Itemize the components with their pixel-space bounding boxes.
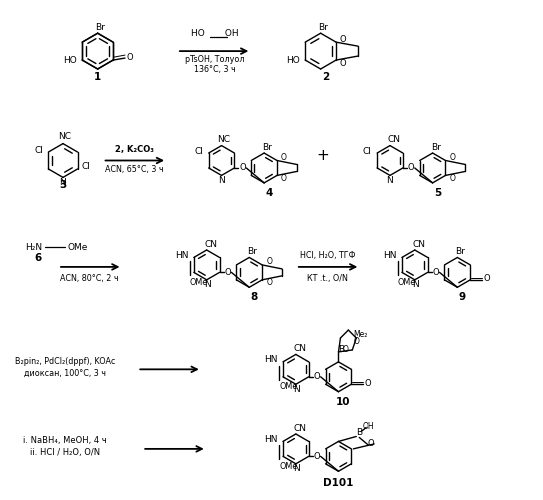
Text: OMe: OMe: [279, 462, 297, 471]
Text: OMe: OMe: [279, 382, 297, 391]
Text: ACN, 65°C, 3 ч: ACN, 65°C, 3 ч: [105, 165, 163, 174]
Text: O: O: [281, 153, 287, 162]
Text: N: N: [293, 384, 300, 394]
Text: N: N: [218, 176, 225, 185]
Text: N: N: [293, 464, 300, 473]
Text: OH: OH: [362, 422, 374, 431]
Text: CN: CN: [204, 240, 217, 248]
Text: HN: HN: [264, 435, 278, 444]
Text: N: N: [204, 280, 211, 289]
Text: O: O: [239, 164, 245, 172]
Text: D101: D101: [323, 478, 353, 488]
Text: H₂N: H₂N: [24, 242, 42, 252]
Text: HO       OH: HO OH: [191, 28, 238, 38]
Text: O: O: [313, 372, 320, 382]
Text: Br: Br: [247, 247, 257, 256]
Text: O: O: [340, 34, 346, 43]
Text: 2, K₂CO₃: 2, K₂CO₃: [115, 145, 154, 154]
Text: B: B: [338, 346, 344, 354]
Text: 5: 5: [434, 188, 441, 198]
Text: 6: 6: [35, 253, 42, 263]
Text: Cl: Cl: [81, 162, 90, 172]
Text: Me₂: Me₂: [353, 330, 368, 338]
Text: O: O: [127, 52, 133, 62]
Text: ACN, 80°C, 2 ч: ACN, 80°C, 2 ч: [60, 274, 119, 283]
Text: pTsOH, Толуол: pTsOH, Толуол: [185, 54, 244, 64]
Text: 1: 1: [94, 72, 102, 82]
Text: N: N: [387, 176, 393, 185]
Text: O: O: [340, 58, 346, 68]
Text: OMe: OMe: [398, 278, 416, 287]
Text: O: O: [224, 268, 231, 277]
Text: O: O: [432, 268, 439, 277]
Text: HO: HO: [286, 56, 300, 64]
Text: Cl: Cl: [363, 146, 371, 156]
Text: 136°C, 3 ч: 136°C, 3 ч: [194, 64, 236, 74]
Text: O: O: [313, 452, 320, 461]
Text: O: O: [266, 258, 272, 266]
Text: O: O: [365, 379, 371, 388]
Text: КТ .t., O/N: КТ .t., O/N: [307, 274, 348, 283]
Text: O: O: [368, 440, 375, 448]
Text: O: O: [450, 153, 456, 162]
Text: CN: CN: [293, 424, 306, 432]
Text: O: O: [353, 338, 359, 346]
Text: OMe: OMe: [68, 242, 89, 252]
Text: +: +: [316, 148, 329, 163]
Text: Br: Br: [456, 247, 465, 256]
Text: HN: HN: [383, 251, 397, 260]
Text: O: O: [450, 174, 456, 183]
Text: NC: NC: [59, 132, 72, 141]
Text: OMe: OMe: [190, 278, 208, 287]
Text: N: N: [60, 178, 66, 187]
Text: HO: HO: [64, 56, 77, 64]
Text: Cl: Cl: [194, 146, 203, 156]
Text: 3: 3: [59, 180, 67, 190]
Text: Br: Br: [94, 22, 105, 32]
Text: HN: HN: [264, 356, 278, 364]
Text: CN: CN: [388, 135, 400, 144]
Text: ii. HCl / H₂O, O/N: ii. HCl / H₂O, O/N: [30, 448, 100, 458]
Text: O: O: [407, 164, 414, 172]
Text: HCl, H₂O, ТГФ: HCl, H₂O, ТГФ: [300, 252, 355, 260]
Text: Br: Br: [318, 22, 327, 32]
Text: 10: 10: [336, 396, 351, 406]
Text: B₂pin₂, PdCl₂(dppf), KOAc: B₂pin₂, PdCl₂(dppf), KOAc: [15, 357, 115, 366]
Text: N: N: [412, 280, 419, 289]
Text: 9: 9: [459, 292, 466, 302]
Text: Br: Br: [262, 142, 272, 152]
Text: Br: Br: [431, 142, 440, 152]
Text: CN: CN: [412, 240, 425, 248]
Text: диоксан, 100°C, 3 ч: диоксан, 100°C, 3 ч: [24, 369, 106, 378]
Text: Cl: Cl: [34, 146, 43, 154]
Text: O: O: [343, 346, 348, 354]
Text: O: O: [266, 278, 272, 287]
Text: 4: 4: [266, 188, 273, 198]
Text: O: O: [281, 174, 287, 183]
Text: HN: HN: [175, 251, 188, 260]
Text: O: O: [484, 274, 490, 283]
Text: i. NaBH₄, MeOH, 4 ч: i. NaBH₄, MeOH, 4 ч: [23, 436, 107, 446]
Text: CN: CN: [293, 344, 306, 353]
Text: 2: 2: [322, 72, 329, 82]
Text: 8: 8: [251, 292, 258, 302]
Text: NC: NC: [217, 135, 230, 144]
Text: B: B: [356, 428, 362, 437]
